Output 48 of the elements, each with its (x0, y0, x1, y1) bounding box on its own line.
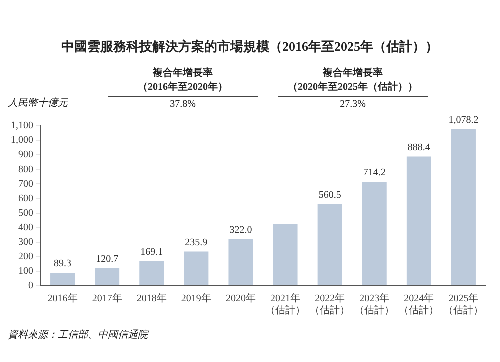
y-tick-label: 100 (18, 266, 34, 278)
y-tick-label: 1,100 (11, 120, 34, 132)
x-tick-label: 2024年（估計） (399, 292, 440, 317)
bar (184, 252, 209, 286)
bar (50, 273, 76, 286)
y-tick-label: 200 (18, 252, 34, 263)
y-tick-label: 300 (18, 236, 34, 248)
data-label: 169.1 (140, 247, 164, 258)
data-label: 888.4 (408, 142, 430, 154)
data-label: 89.3 (54, 258, 72, 270)
text: 27.3% (339, 99, 367, 110)
bar (228, 239, 254, 286)
bar (362, 182, 387, 286)
x-tick-label: 2025年（估計） (444, 292, 484, 317)
x-tick-label: 2016年 (48, 292, 78, 305)
y-tick-label: 900 (18, 150, 34, 161)
bar (273, 224, 298, 286)
y-tick-label: 700 (18, 178, 34, 190)
data-label: 322.0 (230, 224, 252, 236)
y-tick-label: 800 (18, 164, 34, 176)
x-tick-label: 2020年 (226, 292, 256, 305)
x-tick-label: 2023年（估計） (354, 292, 395, 317)
chart-title: 中國雲服務科技解決方案的市場規模（2016年至2025年（估計）） (60, 38, 440, 56)
text: 37.8% (169, 99, 197, 110)
data-label: 120.7 (96, 254, 119, 266)
x-tick-label: 2017年 (92, 292, 122, 305)
x-tick-label: 2022年（估計） (310, 292, 350, 317)
x-tick-label: 2019年 (181, 292, 212, 305)
bar (451, 129, 476, 286)
x-tick-label: 2018年 (136, 292, 167, 305)
data-label: 235.9 (185, 237, 208, 248)
y-tick-label: 500 (18, 208, 34, 219)
source-note: 資料來源：工信部、中國信通院 (8, 328, 150, 342)
x-tick-label: 2021年（估計） (266, 292, 306, 317)
data-label: 714.2 (363, 168, 386, 179)
y-axis-title: 人民幣十億元 (8, 96, 70, 110)
bar (95, 268, 120, 286)
y-tick-label: 0 (28, 280, 34, 292)
y-tick-label: 1,000 (11, 135, 34, 146)
bar (406, 156, 432, 286)
y-tick-label: 400 (18, 222, 34, 234)
text: 複合年增長率（2020年至2025年（估計）） (278, 66, 428, 94)
y-tick-label: 600 (18, 193, 34, 204)
bar (140, 261, 164, 286)
data-label: 1,078.2 (448, 114, 479, 126)
bar (318, 204, 342, 286)
data-label: 560.5 (318, 190, 342, 202)
text: 複合年增長率（2016年至2020年） (108, 66, 258, 94)
